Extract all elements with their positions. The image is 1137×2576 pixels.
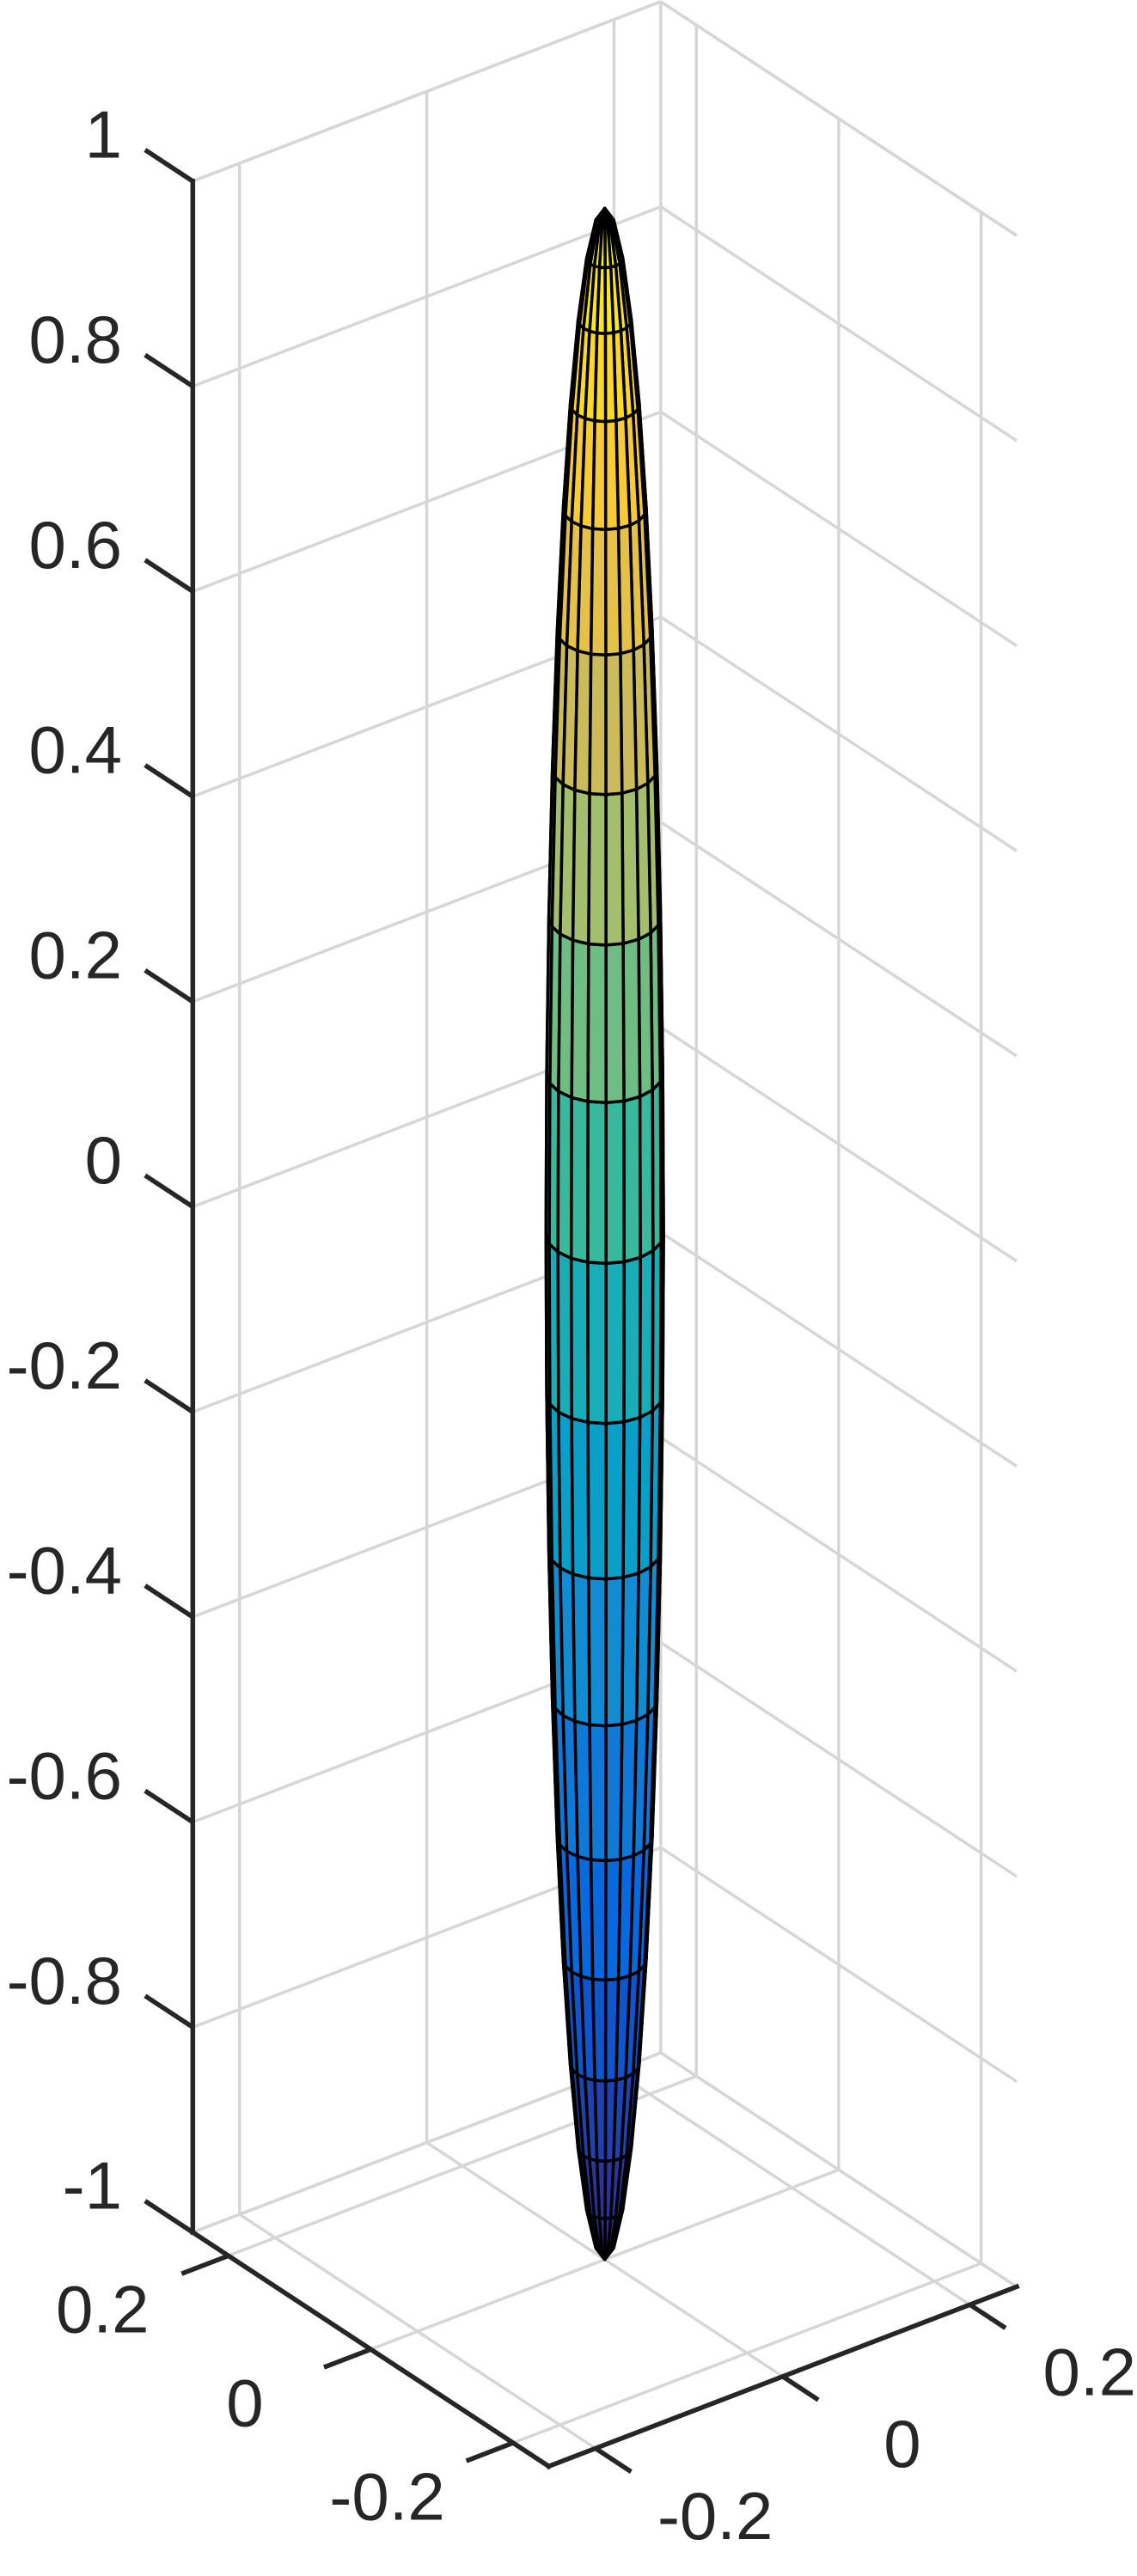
grid-line — [659, 0, 1018, 237]
grid-line — [659, 205, 1018, 443]
surface-face — [588, 652, 608, 797]
surface-face — [603, 527, 622, 657]
surface-face — [571, 788, 591, 946]
z-tick-label: -0.2 — [7, 1328, 122, 1403]
z-tick-label: 0.8 — [29, 302, 122, 377]
z-tick-label: 0.2 — [29, 917, 122, 992]
grid-line — [659, 1026, 1018, 1263]
surface-face — [597, 223, 607, 270]
surface-face — [589, 527, 608, 657]
surface-face — [571, 1572, 591, 1727]
grid-line — [659, 1436, 1018, 1673]
surface — [544, 206, 665, 2262]
surface-face — [622, 1095, 642, 1264]
grid-line — [659, 2051, 1018, 2288]
z-tick-label: 1 — [85, 97, 122, 173]
x-tick-label: 0.2 — [1043, 2335, 1136, 2410]
surface-face — [569, 1096, 590, 1264]
grid-line — [659, 410, 1018, 648]
surface-face — [638, 1248, 655, 1419]
z-tick — [144, 1173, 194, 1209]
y-tick-label: 0 — [226, 2365, 263, 2441]
surface-face — [587, 1576, 608, 1728]
z-tick-label: -0.6 — [7, 1737, 122, 1813]
surface-face — [620, 787, 640, 945]
surface-face — [590, 1977, 608, 2083]
z-tick — [144, 1584, 194, 1620]
surface-face — [603, 418, 620, 532]
x-tick — [969, 2302, 1007, 2330]
surface-face — [593, 2079, 608, 2163]
z-tick-label: -0.4 — [7, 1533, 122, 1608]
surface-face — [593, 331, 608, 424]
surface-face — [570, 1417, 590, 1580]
surface-face — [622, 1255, 642, 1424]
x-tick — [594, 2446, 633, 2474]
surface-face — [621, 937, 642, 1103]
z-tick — [144, 968, 194, 1004]
y-tick-label: 0.2 — [56, 2272, 149, 2347]
surface-face — [604, 1260, 626, 1425]
surface-face — [590, 419, 608, 532]
surface-face — [603, 1858, 622, 1982]
z-tick-label: 0.6 — [29, 507, 122, 583]
x-tick-label: -0.2 — [657, 2478, 773, 2554]
grid-line — [659, 821, 1018, 1058]
surface-face — [604, 1723, 624, 1863]
z-tick — [144, 763, 194, 799]
surface-face — [556, 1090, 573, 1261]
surface-face — [621, 1415, 642, 1579]
surface-face — [604, 791, 625, 947]
surface-face — [586, 1261, 608, 1425]
surface-face — [595, 2158, 608, 2220]
y-tick — [465, 2440, 515, 2463]
surface-face — [638, 1088, 655, 1260]
surface-face — [595, 266, 608, 335]
surface-face — [604, 651, 624, 797]
z-tick — [144, 352, 194, 388]
surface-face — [556, 1250, 573, 1420]
surface-face — [586, 942, 608, 1105]
z-tick — [144, 1993, 194, 2030]
grid-line — [659, 1641, 1018, 1878]
surface-face — [603, 1977, 620, 2083]
x-tick-label: 0 — [883, 2406, 920, 2481]
grid-line — [512, 2262, 982, 2445]
axes: -1 -0.8 -0.6 -0.4 -0.2 0 0.2 0.4 0.6 0.8 1 -0.2 0 0.2… — [7, 97, 1136, 2554]
y-tick — [180, 2253, 229, 2276]
surface-face — [586, 1100, 608, 1266]
surface-face — [587, 791, 608, 947]
z-tick — [144, 2199, 194, 2235]
surface-face — [604, 1575, 625, 1728]
grid-line — [659, 1230, 1018, 1468]
surface-face — [604, 1099, 626, 1266]
z-tick-label: 0 — [85, 1122, 122, 1198]
surface-face — [597, 2216, 607, 2254]
grid-line — [192, 204, 662, 388]
grid-line — [192, 0, 662, 183]
grid — [192, 0, 1018, 2450]
z-tick — [144, 1378, 194, 1414]
z-tick — [144, 558, 194, 594]
surface-face — [570, 938, 590, 1103]
y-tick — [322, 2347, 372, 2370]
grid-line — [659, 1846, 1018, 2084]
surface-face — [620, 1572, 640, 1726]
z-tick-label: -0.8 — [7, 1943, 122, 2018]
z-tick-label: -1 — [63, 2148, 122, 2224]
z-tick — [144, 148, 194, 184]
z-tick-label: 0.4 — [29, 712, 122, 788]
grid-line — [659, 615, 1018, 852]
surface-face — [604, 1420, 626, 1581]
surface-face — [569, 1256, 590, 1425]
y-tick-label: -0.2 — [329, 2459, 444, 2535]
surface-face — [588, 1723, 608, 1863]
x-tick — [781, 2374, 820, 2402]
surface-face — [586, 1420, 608, 1581]
surface-face — [604, 942, 626, 1105]
z-tick — [144, 1788, 194, 1824]
surface-face — [589, 1858, 608, 1982]
